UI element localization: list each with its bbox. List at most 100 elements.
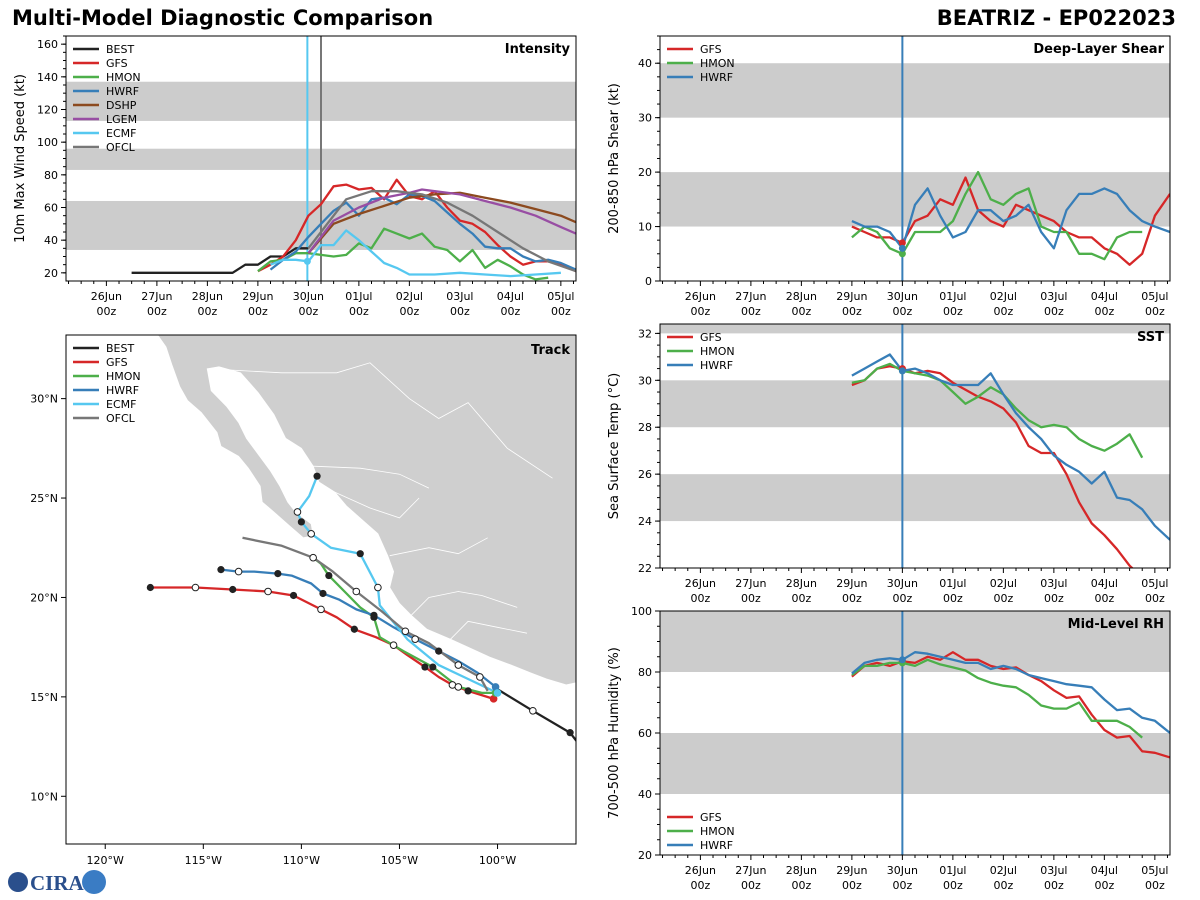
- track-marker-hmon: [429, 663, 437, 671]
- sst-legend-label-hmon: HMON: [700, 345, 735, 358]
- track-marker-gfs: [146, 583, 154, 592]
- intensity-xtick-sublabel: 00z: [97, 305, 117, 318]
- storm-title: BEATRIZ - EP022023: [936, 6, 1176, 30]
- track-ytick-label: 20°N: [30, 591, 58, 604]
- shear-ytick-label: 10: [638, 221, 652, 234]
- shear-ylabel: 200-850 hPa Shear (kt): [607, 83, 622, 234]
- shear-xtick-label: 04Jul: [1091, 290, 1118, 303]
- intensity-xtick-label: 26Jun: [91, 290, 122, 303]
- shear-ytick-label: 30: [638, 112, 652, 125]
- shear-band: [660, 63, 1170, 118]
- sst-ytick-label: 24: [638, 515, 652, 528]
- track-legend-label-gfs: GFS: [106, 356, 128, 369]
- shear-xtick-label: 26Jun: [685, 290, 716, 303]
- track-legend-label-hmon: HMON: [106, 370, 141, 383]
- shear-xtick-label: 28Jun: [786, 290, 817, 303]
- cira-logo-text: CIRA: [30, 871, 85, 895]
- sst-xtick-label: 26Jun: [685, 577, 716, 590]
- track-marker-gfs: [389, 641, 398, 649]
- track-marker-ofcl: [476, 673, 484, 681]
- rh-ytick-label: 100: [631, 605, 652, 618]
- sst-ytick-label: 26: [638, 468, 652, 481]
- intensity-ytick-label: 20: [44, 267, 58, 280]
- track-marker-gfs: [317, 605, 325, 614]
- track-marker-hwrf: [217, 566, 225, 574]
- intensity-ytick-label: 60: [44, 202, 58, 215]
- panel-rh: 20 40 60 80 100 26Jun 00z 27Jun 00z 28Jun 00z 29Jun…: [607, 605, 1171, 892]
- rh-plot-area: [660, 611, 1170, 855]
- shear-ytick-label: 40: [638, 57, 652, 70]
- track-endpoint-hwrf: [491, 683, 500, 691]
- panel-sst: 22 24 26 28 30 32 26Jun 00z 27Jun 00z 28Jun 00z 29Ju…: [607, 323, 1171, 605]
- intensity-xtick-sublabel: 00z: [248, 305, 268, 318]
- intensity-legend-label-hwrf: HWRF: [106, 85, 139, 98]
- track-marker-gfs: [421, 663, 429, 671]
- rh-xtick-label: 04Jul: [1091, 864, 1118, 877]
- rh-xtick-sublabel: 00z: [1044, 879, 1064, 892]
- panel-track: 120°W 115°W 110°W 105°W 100°W 10°N 15°N 20°N 25°…: [30, 334, 577, 867]
- intensity-legend-label-gfs: GFS: [106, 57, 128, 70]
- track-ytick-label: 30°N: [30, 393, 58, 406]
- intensity-xtick-sublabel: 00z: [551, 305, 571, 318]
- rh-ytick-label: 60: [638, 727, 652, 740]
- shear-xtick-label: 03Jul: [1040, 290, 1067, 303]
- intensity-xtick-label: 29Jun: [242, 290, 273, 303]
- rh-xtick-sublabel: 00z: [993, 879, 1013, 892]
- intensity-ytick-label: 120: [37, 104, 58, 117]
- sst-legend-label-gfs: GFS: [700, 331, 722, 344]
- intensity-ytick-label: 80: [44, 169, 58, 182]
- track-marker-ecmf: [356, 550, 364, 558]
- track-endpoint-gfs: [489, 695, 498, 703]
- rh-ytick-label: 80: [638, 666, 652, 679]
- track-marker-ecmf: [374, 583, 382, 592]
- sst-xtick-sublabel: 00z: [691, 592, 711, 605]
- rh-xtick-label: 26Jun: [685, 864, 716, 877]
- rh-xtick-label: 30Jun: [887, 864, 918, 877]
- intensity-plot-area: [66, 36, 576, 281]
- track-xtick-label: 105°W: [381, 854, 418, 867]
- intensity-ytick-label: 160: [37, 38, 58, 51]
- track-marker-hwrf: [234, 567, 243, 576]
- track-legend-label-ofcl: OFCL: [106, 412, 136, 425]
- rh-xtick-label: 01Jul: [939, 864, 966, 877]
- state-border: [410, 591, 518, 616]
- state-border: [313, 465, 430, 489]
- sst-ytick-label: 32: [638, 327, 652, 340]
- rh-legend-label-gfs: GFS: [700, 811, 722, 824]
- sst-xtick-sublabel: 00z: [741, 592, 761, 605]
- track-marker-hwrf: [319, 589, 327, 598]
- intensity-init-marker: [303, 257, 311, 265]
- shear-xtick-sublabel: 00z: [842, 305, 862, 318]
- track-marker-gfs: [350, 625, 358, 633]
- track-series-ofcl: [242, 536, 489, 692]
- track-marker-hmon: [325, 571, 333, 580]
- rh-panel-title: Mid-Level RH: [1068, 617, 1164, 632]
- sst-panel-title: SST: [1137, 330, 1164, 345]
- shear-legend-label-gfs: GFS: [700, 43, 722, 56]
- cira-logo: CIRA: [6, 866, 106, 896]
- track-legend-label-best: BEST: [106, 342, 134, 355]
- sst-xtick-sublabel: 00z: [892, 592, 912, 605]
- sst-xtick-label: 29Jun: [836, 577, 867, 590]
- intensity-xtick-label: 30Jun: [293, 290, 324, 303]
- cira-logo-icon: [8, 872, 28, 892]
- shear-xtick-sublabel: 00z: [993, 305, 1013, 318]
- shear-panel-title: Deep-Layer Shear: [1033, 42, 1164, 57]
- intensity-series-best: [131, 247, 309, 274]
- shear-xtick-sublabel: 00z: [1145, 305, 1165, 318]
- state-border: [334, 491, 420, 519]
- track-marker-ofcl: [352, 587, 361, 596]
- sst-xtick-label: 27Jun: [735, 577, 766, 590]
- track-marker-hwrf: [411, 635, 419, 644]
- shear-init-marker-gfs: [898, 239, 906, 247]
- intensity-xtick-sublabel: 00z: [197, 305, 217, 318]
- shear-xtick-label: 30Jun: [887, 290, 918, 303]
- intensity-xtick-sublabel: 00z: [450, 305, 470, 318]
- shear-xtick-sublabel: 00z: [791, 305, 811, 318]
- intensity-series-hmon: [257, 227, 549, 281]
- rh-xtick-label: 27Jun: [735, 864, 766, 877]
- track-marker-best: [566, 729, 574, 737]
- rh-xtick-label: 02Jul: [990, 864, 1017, 877]
- intensity-xtick-label: 27Jun: [141, 290, 172, 303]
- rh-legend-label-hmon: HMON: [700, 825, 735, 838]
